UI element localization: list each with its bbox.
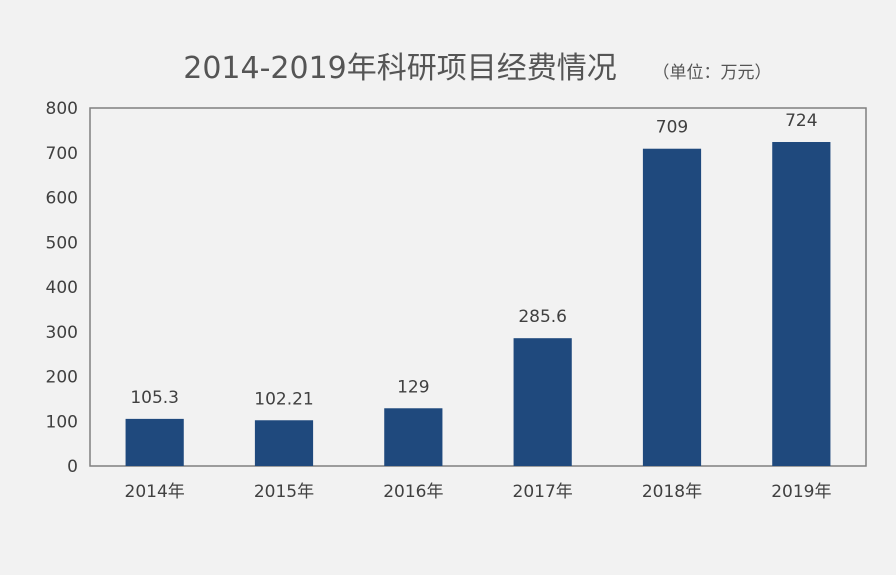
- x-category-label: 2018年: [642, 482, 702, 502]
- plot-area-frame: [89, 107, 867, 467]
- y-tick-label: 600: [46, 189, 78, 209]
- x-category-label: 2015年: [254, 482, 314, 502]
- bar: [772, 142, 831, 466]
- bar-value-label: 129: [397, 377, 429, 397]
- x-category-label: 2019年: [771, 482, 831, 502]
- y-tick-label: 0: [67, 457, 78, 477]
- bar-value-label: 709: [656, 118, 688, 138]
- bars-group: [125, 142, 831, 466]
- y-tick-label: 200: [46, 368, 78, 388]
- y-axis-ticks: 0 100 200 300 400 500 600 700 800: [46, 99, 78, 477]
- bar-value-label: 724: [785, 111, 817, 131]
- bar-value-label: 285.6: [518, 307, 567, 327]
- x-category-label: 2017年: [513, 482, 573, 502]
- y-tick-label: 800: [46, 99, 78, 119]
- y-tick-label: 700: [46, 144, 78, 164]
- chart-subtitle: （单位：万元）: [653, 63, 772, 83]
- bar-value-label: 102.21: [254, 389, 313, 409]
- y-tick-label: 300: [46, 323, 78, 343]
- bar: [125, 418, 184, 466]
- chart-title: 2014-2019年科研项目经费情况: [183, 51, 617, 86]
- bar: [513, 338, 572, 466]
- bar: [254, 420, 314, 466]
- x-category-label: 2016年: [383, 482, 443, 502]
- y-tick-label: 500: [46, 233, 78, 253]
- y-tick-label: 100: [46, 412, 78, 432]
- bar: [384, 408, 443, 466]
- bar-value-label: 105.3: [130, 388, 179, 408]
- x-category-label: 2014年: [125, 482, 185, 502]
- y-tick-label: 400: [46, 278, 78, 298]
- data-labels-group: 105.3 102.21 129 285.6 709 724: [130, 111, 817, 409]
- x-axis-labels: 2014年 2015年 2016年 2017年 2018年 2019年: [125, 482, 832, 502]
- bar: [642, 148, 702, 466]
